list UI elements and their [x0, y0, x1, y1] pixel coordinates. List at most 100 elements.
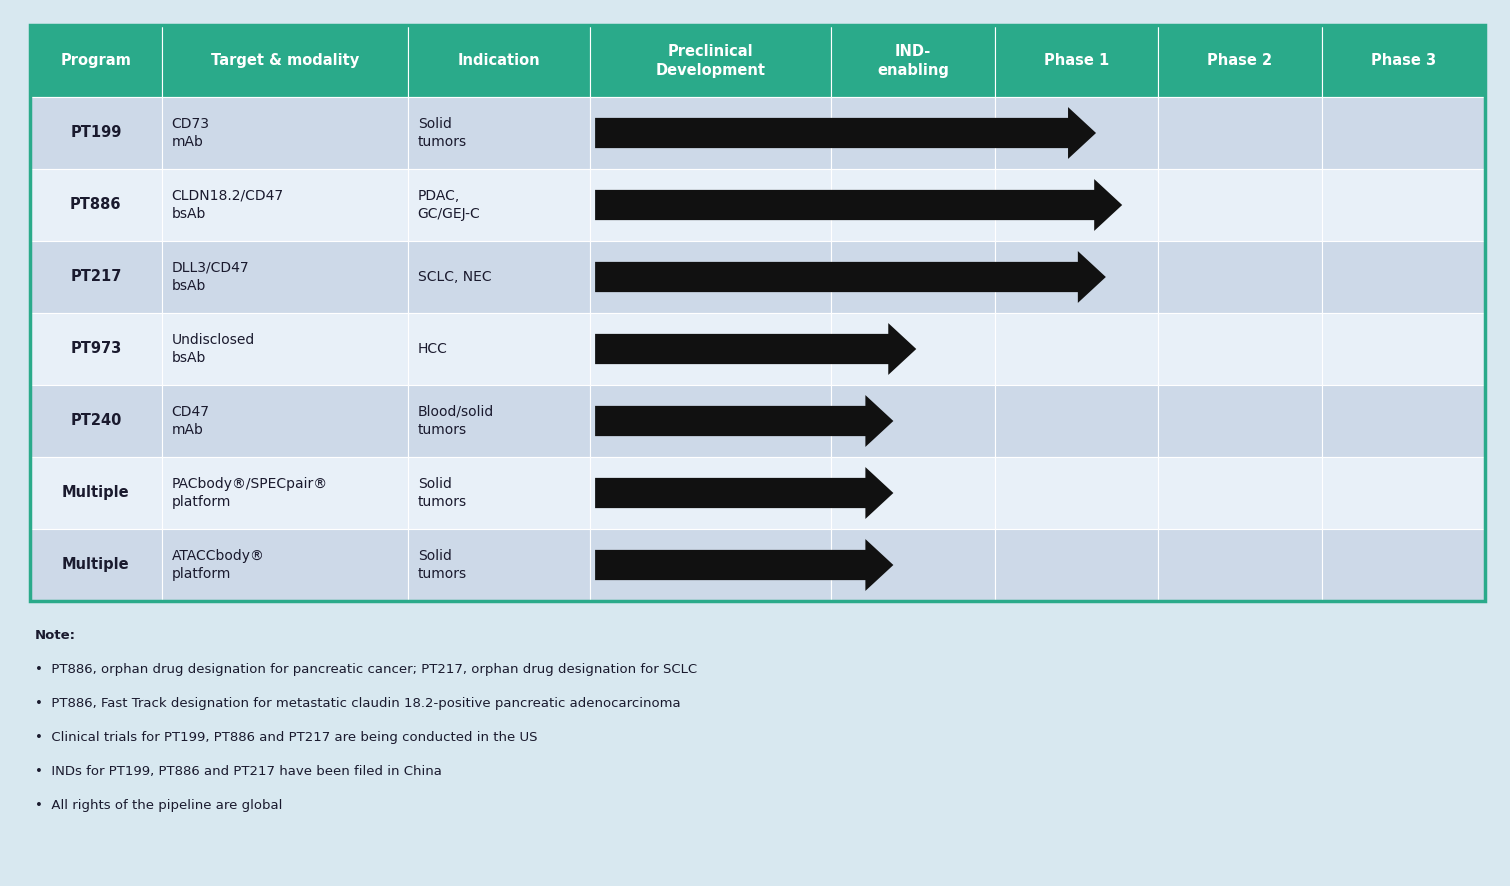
Text: IND-
enabling: IND- enabling	[877, 44, 948, 78]
Bar	[995, 97, 1158, 169]
Bar	[590, 529, 832, 601]
Bar	[30, 169, 162, 241]
Bar	[832, 529, 995, 601]
Bar	[408, 25, 590, 97]
FancyArrow shape	[595, 251, 1105, 303]
Text: PT199: PT199	[69, 126, 121, 141]
Text: Indication: Indication	[458, 53, 541, 68]
Bar	[590, 241, 832, 313]
Bar	[408, 529, 590, 601]
Bar	[995, 313, 1158, 385]
Bar	[162, 97, 408, 169]
Bar	[995, 169, 1158, 241]
Bar	[590, 169, 832, 241]
Bar	[832, 313, 995, 385]
Bar	[30, 529, 162, 601]
Bar	[590, 457, 832, 529]
Text: CLDN18.2/CD47
bsAb: CLDN18.2/CD47 bsAb	[172, 189, 284, 222]
FancyArrow shape	[595, 323, 917, 375]
Bar	[408, 241, 590, 313]
Bar	[30, 313, 162, 385]
Text: HCC: HCC	[418, 342, 447, 356]
Text: PT886: PT886	[69, 198, 122, 213]
FancyArrow shape	[595, 539, 894, 591]
Bar	[30, 25, 162, 97]
Bar	[1158, 457, 1321, 529]
Bar	[1321, 529, 1484, 601]
Bar	[1158, 169, 1321, 241]
Text: Phase 1: Phase 1	[1043, 53, 1108, 68]
Bar	[1158, 313, 1321, 385]
Text: SCLC, NEC: SCLC, NEC	[418, 270, 491, 284]
Bar	[1158, 529, 1321, 601]
Bar	[408, 169, 590, 241]
Text: CD47
mAb: CD47 mAb	[172, 405, 210, 437]
Bar	[995, 457, 1158, 529]
Bar	[408, 385, 590, 457]
Bar	[832, 169, 995, 241]
Text: DLL3/CD47
bsAb: DLL3/CD47 bsAb	[172, 260, 249, 293]
FancyArrow shape	[595, 395, 894, 447]
Bar	[832, 25, 995, 97]
Text: Blood/solid
tumors: Blood/solid tumors	[418, 405, 494, 437]
Bar	[162, 457, 408, 529]
Bar	[1158, 25, 1321, 97]
Bar	[1321, 25, 1484, 97]
Text: •  PT886, orphan drug designation for pancreatic cancer; PT217, orphan drug desi: • PT886, orphan drug designation for pan…	[35, 663, 698, 676]
Bar	[30, 25, 1484, 601]
Text: Target & modality: Target & modality	[210, 53, 359, 68]
Bar	[1321, 385, 1484, 457]
Bar	[162, 529, 408, 601]
Text: CD73
mAb: CD73 mAb	[172, 117, 210, 149]
Bar	[30, 457, 162, 529]
Text: Multiple: Multiple	[62, 486, 130, 501]
Bar	[590, 97, 832, 169]
Bar	[1321, 457, 1484, 529]
Bar	[1321, 241, 1484, 313]
Text: ATACCbody®
platform: ATACCbody® platform	[172, 548, 264, 581]
Bar	[1158, 241, 1321, 313]
Bar	[1158, 385, 1321, 457]
Text: Phase 2: Phase 2	[1208, 53, 1273, 68]
Text: PT240: PT240	[69, 414, 121, 429]
Text: PT217: PT217	[69, 269, 121, 284]
Bar	[408, 457, 590, 529]
Text: PDAC,
GC/GEJ-C: PDAC, GC/GEJ-C	[418, 189, 480, 222]
Bar	[30, 385, 162, 457]
Bar	[162, 385, 408, 457]
Text: PACbody®/SPECpair®
platform: PACbody®/SPECpair® platform	[172, 477, 328, 509]
Text: Note:: Note:	[35, 629, 76, 642]
FancyArrow shape	[595, 107, 1096, 159]
Bar	[590, 313, 832, 385]
Bar	[1158, 97, 1321, 169]
Bar	[162, 241, 408, 313]
Bar	[995, 241, 1158, 313]
Bar	[832, 241, 995, 313]
Bar	[1321, 97, 1484, 169]
Text: Multiple: Multiple	[62, 557, 130, 572]
Bar	[162, 313, 408, 385]
Bar	[162, 25, 408, 97]
Text: Program: Program	[60, 53, 131, 68]
Bar	[408, 313, 590, 385]
Text: •  Clinical trials for PT199, PT886 and PT217 are being conducted in the US: • Clinical trials for PT199, PT886 and P…	[35, 731, 538, 744]
Bar	[1321, 169, 1484, 241]
Bar	[995, 529, 1158, 601]
Text: Solid
tumors: Solid tumors	[418, 117, 467, 149]
Text: Phase 3: Phase 3	[1371, 53, 1436, 68]
Text: Solid
tumors: Solid tumors	[418, 477, 467, 509]
Text: PT973: PT973	[71, 341, 121, 356]
Bar	[590, 385, 832, 457]
Bar	[832, 97, 995, 169]
Bar	[832, 385, 995, 457]
Bar	[30, 241, 162, 313]
FancyArrow shape	[595, 179, 1122, 231]
Bar	[995, 25, 1158, 97]
FancyArrow shape	[595, 467, 894, 519]
Bar	[995, 385, 1158, 457]
Text: •  INDs for PT199, PT886 and PT217 have been filed in China: • INDs for PT199, PT886 and PT217 have b…	[35, 765, 442, 778]
Bar	[162, 169, 408, 241]
Text: Undisclosed
bsAb: Undisclosed bsAb	[172, 333, 255, 365]
Bar	[590, 25, 832, 97]
Bar	[30, 97, 162, 169]
